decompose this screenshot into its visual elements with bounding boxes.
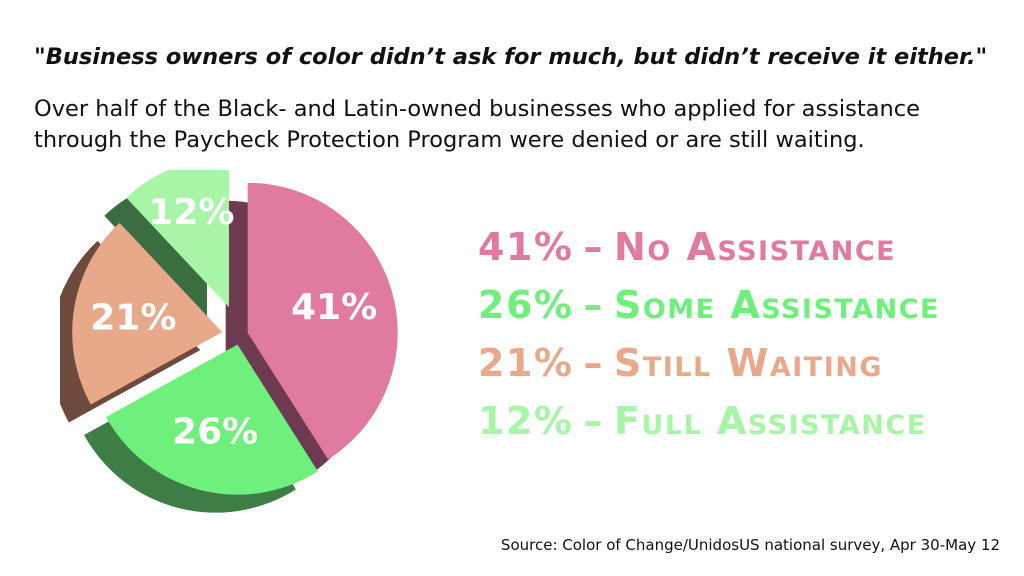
pie-slice-label-still-waiting: 21% [90,298,176,339]
legend-label: No Assistance [613,225,897,269]
legend-item-some-assistance: 26% – Some Assistance [478,276,940,334]
legend-label: Some Assistance [613,283,940,327]
legend-label: Full Assistance [613,399,927,443]
legend-separator: – [583,399,604,443]
pie-slice-label-no-assistance: 41% [291,287,377,328]
legend-label: Still Waiting [613,341,884,385]
pie-slice-still-waiting [72,222,223,405]
legend-pct: 41% [478,225,574,269]
legend-pct: 26% [478,283,574,327]
chart-quote: "Business owners of color didn’t ask for… [34,44,988,70]
legend-separator: – [583,283,604,327]
pie-slice-label-some-assistance: 26% [172,411,258,452]
legend-pct: 12% [478,399,574,443]
legend-separator: – [583,341,604,385]
legend-separator: – [583,225,604,269]
pie-slice-full-assistance [126,170,229,308]
pie-slice-no-assistance [247,182,398,460]
pie-chart: 41% 26% 21% 12% [60,170,398,513]
pie-slice-layer [72,170,398,495]
pie-slice-some-assistance [106,344,318,495]
chart-legend: 41% – No Assistance 26% – Some Assistance 21… [478,218,940,450]
legend-pct: 21% [478,341,574,385]
pie-slice-label-full-assistance: 12% [148,192,234,233]
chart-source-note: Source: Color of Change/UnidosUS nationa… [500,536,1000,554]
pie-label-layer: 41% 26% 21% 12% [90,192,377,453]
legend-item-still-waiting: 21% – Still Waiting [478,334,940,392]
chart-subtitle: Over half of the Black- and Latin-owned … [34,96,920,153]
legend-item-full-assistance: 12% – Full Assistance [478,392,940,450]
legend-item-no-assistance: 41% – No Assistance [478,218,940,276]
